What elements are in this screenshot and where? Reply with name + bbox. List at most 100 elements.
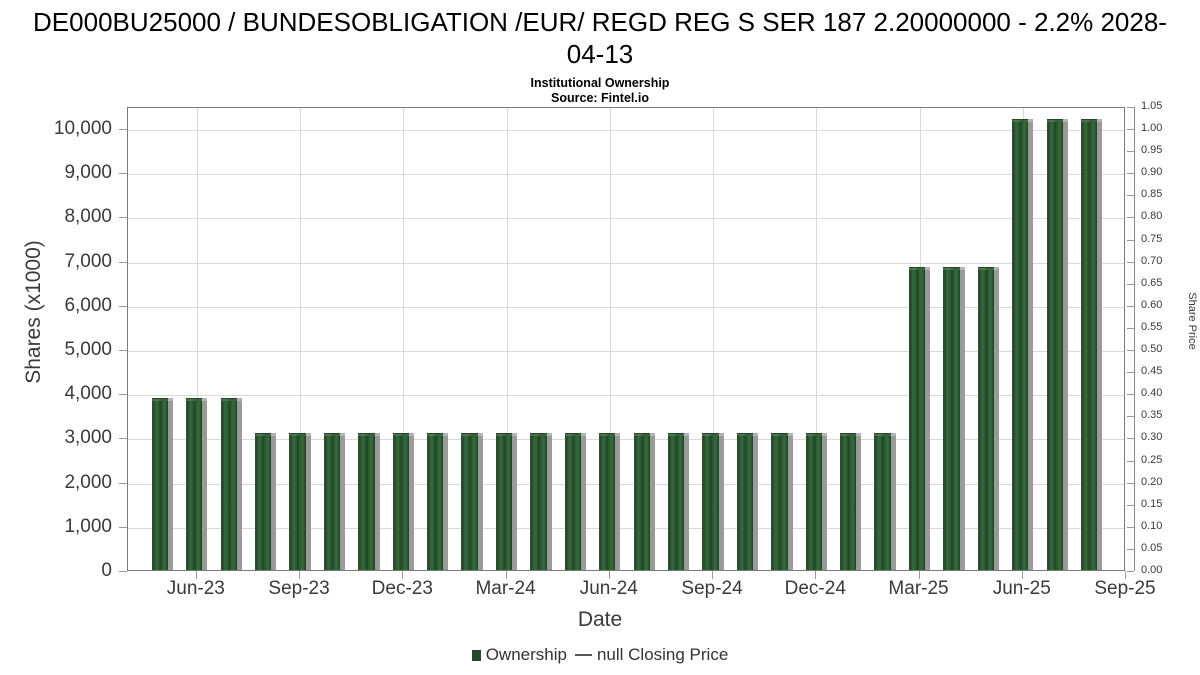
x-axis-tick-label: Sep-23 [268,578,330,599]
y-axis-right-tick-label: 0.30 [1141,431,1163,444]
y-axis-left-tick-label: 9,000 [64,162,112,184]
bar-cap-shadow [512,433,518,437]
bar[interactable] [461,433,483,570]
bar-series-ownership [128,108,1124,570]
bar[interactable] [805,433,827,570]
bar[interactable] [599,433,621,570]
bar[interactable] [633,433,655,570]
bar[interactable] [186,397,208,570]
bar[interactable] [908,267,931,570]
x-axis-tick [608,571,610,579]
bar-cap [289,433,306,437]
y-axis-left-tick-label: 6,000 [64,294,112,316]
bar[interactable] [840,433,862,570]
bar-cap [874,433,891,437]
bar-body [667,433,685,570]
y-axis-left-tick [119,526,127,528]
bar[interactable] [977,267,999,570]
gridline-horizontal [128,130,1124,132]
bar-cap [977,267,994,271]
y-axis-left-tick [119,350,127,352]
y-axis-right-tick-label: 0.50 [1141,343,1163,356]
x-axis-tick [815,571,817,579]
y-axis-right-tick [1127,526,1134,528]
bar[interactable] [1080,119,1103,570]
y-axis-right-tick [1127,438,1134,440]
y-axis-left-tick-label: 1,000 [64,515,112,537]
bar-shadow [856,433,862,570]
y-axis-right-tick-label: 0.75 [1141,232,1163,245]
bar[interactable] [874,433,896,570]
bar-cap [427,433,444,437]
legend-item-ownership[interactable]: Ownership [471,645,567,665]
bar-shadow [1062,119,1068,570]
y-axis-left-tick [119,571,127,572]
y-axis-right-title: Share Price [1186,292,1198,350]
bar-body [1080,119,1098,570]
bar-shadow [994,267,999,570]
y-axis-left-tick-label: 5,000 [64,339,112,361]
bar[interactable] [358,433,380,570]
bar[interactable] [736,433,759,570]
bar-cap-shadow [546,433,552,437]
y-axis-right-tick [1127,372,1134,374]
bar[interactable] [702,433,724,570]
x-axis-tick [299,571,301,579]
bar[interactable] [1046,119,1068,570]
bar-cap [323,433,341,437]
bar[interactable] [771,433,793,570]
y-axis-right-tick [1127,261,1134,263]
x-axis-tick [505,571,507,579]
bar-shadow [649,433,655,570]
bar-cap [220,397,237,401]
gridline-vertical [609,108,611,570]
y-axis-right-tick [1127,350,1134,352]
x-axis-labels: Jun-23 Sep-23 Dec-23 Mar-24 Jun-24 Sep-24 Dec-… [0,578,1200,604]
bar-shadow [305,433,311,570]
bar-cap [908,267,926,271]
y-axis-right-tick-label: 0.60 [1141,298,1163,311]
bar-shadow [925,267,931,570]
bar-body [151,397,169,570]
legend-item-closing-price[interactable]: null Closing Price [567,645,728,665]
bar-cap-shadow [718,433,724,437]
y-axis-left-tick [119,438,127,440]
y-axis-right-tick-label: 0.90 [1141,166,1163,179]
bar[interactable] [564,433,587,570]
bar-body [220,397,237,570]
bar-cap [840,433,857,437]
bar-body [564,433,582,570]
y-axis-left-title: Shares (x1000) [22,240,45,384]
bar-body [943,267,960,570]
x-axis-tick-label: Jun-25 [992,578,1051,599]
x-axis-tick [402,571,404,579]
bar-cap [943,267,960,271]
bar-cap-shadow [202,397,208,401]
bar[interactable] [254,433,277,570]
y-axis-left-tick-label: 7,000 [64,250,112,272]
bar[interactable] [427,433,449,570]
bar-body [977,267,994,570]
bar[interactable] [530,433,552,570]
bar[interactable] [495,433,518,570]
bar-cap-shadow [408,433,414,437]
bar[interactable] [392,433,414,570]
bar-cap [667,433,685,437]
y-axis-right-tick-label: 0.00 [1141,564,1163,576]
bar[interactable] [667,433,690,570]
y-axis-left-tick-label: 0 [101,560,112,581]
bar[interactable] [1012,119,1034,570]
bar[interactable] [220,397,242,570]
y-axis-right-tick [1127,195,1134,197]
y-axis-left-tick-label: 10,000 [53,118,112,140]
bar-cap [461,433,478,437]
gridline-horizontal [128,439,1124,441]
bar-shadow [1097,119,1103,570]
bar[interactable] [151,397,174,570]
bar-shadow [443,433,449,570]
bar[interactable] [943,267,965,570]
bar-cap-shadow [477,433,483,437]
bar[interactable] [323,433,346,570]
y-axis-left-tick [119,173,127,175]
bar[interactable] [289,433,311,570]
